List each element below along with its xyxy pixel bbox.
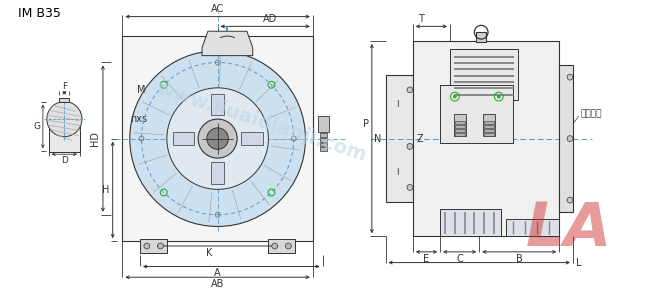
Circle shape (497, 95, 500, 98)
Text: H: H (103, 185, 110, 195)
Bar (484, 121, 494, 124)
Text: M: M (137, 85, 146, 95)
Bar (484, 129, 494, 132)
Bar (483, 114, 495, 136)
Text: HD: HD (90, 131, 100, 146)
Bar (440, 209, 500, 236)
Bar (455, 125, 465, 128)
Text: Z: Z (417, 134, 423, 144)
Bar (60, 98, 70, 102)
Bar (320, 133, 328, 137)
Text: AD: AD (263, 14, 277, 24)
Bar (506, 219, 559, 236)
Bar (484, 133, 494, 136)
Circle shape (157, 243, 163, 249)
Text: B: B (516, 254, 523, 264)
Circle shape (567, 136, 573, 142)
Text: IM B35: IM B35 (18, 7, 60, 20)
Circle shape (47, 102, 82, 137)
Bar (173, 132, 194, 146)
Bar (455, 133, 465, 136)
Bar (318, 116, 330, 132)
Text: D: D (61, 156, 68, 165)
Circle shape (567, 74, 573, 80)
Text: I: I (396, 100, 398, 109)
Bar (455, 121, 465, 124)
Bar (211, 94, 224, 115)
Bar (140, 239, 167, 253)
Bar (559, 66, 573, 212)
Circle shape (207, 128, 228, 149)
Bar (320, 147, 328, 151)
Circle shape (407, 184, 413, 190)
Text: P: P (363, 119, 369, 129)
Text: A: A (214, 269, 221, 278)
Circle shape (167, 88, 268, 189)
Text: F: F (62, 82, 67, 91)
Text: AB: AB (211, 279, 224, 289)
Text: C: C (456, 254, 463, 264)
Text: K: K (206, 248, 213, 258)
Text: 护套接头: 护套接头 (580, 110, 603, 119)
Polygon shape (202, 31, 253, 56)
Circle shape (130, 51, 306, 226)
Circle shape (198, 119, 237, 158)
Circle shape (567, 197, 573, 203)
Bar (385, 75, 413, 202)
Text: AC: AC (211, 4, 224, 14)
Bar (268, 239, 295, 253)
Bar (455, 129, 465, 132)
Circle shape (285, 243, 291, 249)
Bar (320, 138, 328, 142)
Bar (440, 85, 514, 144)
Text: I: I (396, 168, 398, 177)
Text: α: α (230, 30, 237, 40)
Circle shape (407, 144, 413, 149)
Text: T: T (418, 14, 424, 24)
Bar (241, 132, 263, 146)
Text: N: N (374, 134, 382, 144)
Circle shape (453, 95, 456, 98)
Text: E: E (423, 254, 430, 264)
Text: G: G (34, 122, 41, 131)
Text: LA: LA (526, 200, 612, 259)
Bar (450, 49, 518, 99)
Circle shape (144, 243, 150, 249)
Bar (484, 125, 494, 128)
Bar (413, 41, 559, 236)
Bar (454, 114, 465, 136)
Bar (211, 162, 224, 184)
Bar (476, 32, 486, 42)
Text: L: L (576, 258, 581, 268)
Text: www.liuaidianjì.com: www.liuaidianjì.com (153, 79, 369, 165)
Bar (320, 142, 328, 146)
Bar (49, 111, 80, 152)
Text: nxs: nxs (130, 114, 148, 124)
Circle shape (272, 243, 278, 249)
Bar (122, 36, 313, 241)
Circle shape (407, 87, 413, 93)
